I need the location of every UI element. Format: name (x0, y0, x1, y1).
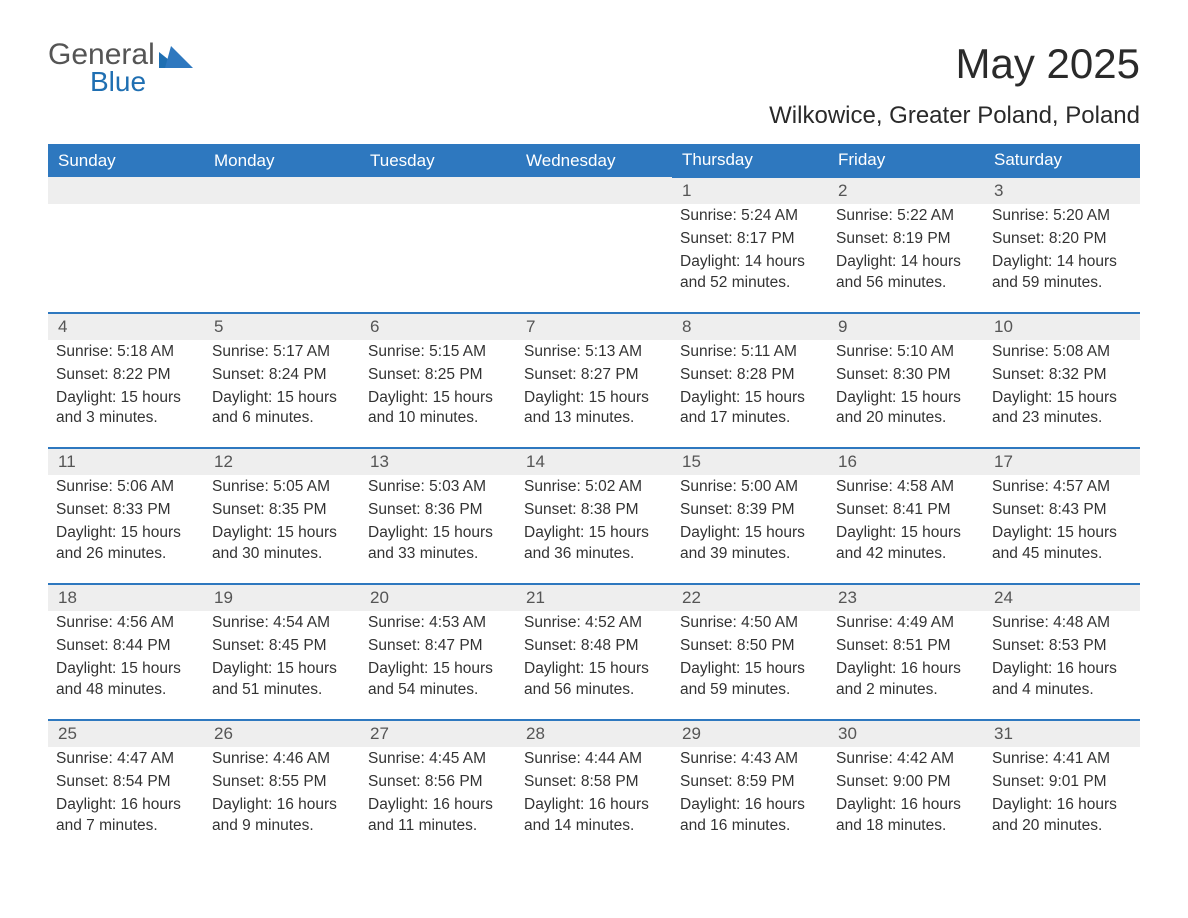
day-cell: Sunrise: 4:54 AMSunset: 8:45 PMDaylight:… (204, 611, 360, 720)
day-cell (516, 204, 672, 313)
day-number: 1 (672, 177, 828, 204)
logo-triangle-icon (159, 46, 193, 68)
day-number: 3 (984, 177, 1140, 204)
day-number: 11 (48, 448, 204, 475)
day-cell: Sunrise: 4:50 AMSunset: 8:50 PMDaylight:… (672, 611, 828, 720)
day-number: 13 (360, 448, 516, 475)
day-cell: Sunrise: 5:06 AMSunset: 8:33 PMDaylight:… (48, 475, 204, 584)
day-cell: Sunrise: 5:20 AMSunset: 8:20 PMDaylight:… (984, 204, 1140, 313)
day-number: 9 (828, 313, 984, 340)
day-header-monday: Monday (204, 144, 360, 177)
day-cell (360, 204, 516, 313)
day-number: 27 (360, 720, 516, 747)
day-cell (204, 204, 360, 313)
day-number: 10 (984, 313, 1140, 340)
location-subtitle: Wilkowice, Greater Poland, Poland (48, 102, 1140, 130)
day-number: 15 (672, 448, 828, 475)
day-number: 22 (672, 584, 828, 611)
day-cell: Sunrise: 4:42 AMSunset: 9:00 PMDaylight:… (828, 747, 984, 855)
day-cell: Sunrise: 4:44 AMSunset: 8:58 PMDaylight:… (516, 747, 672, 855)
day-number: 5 (204, 313, 360, 340)
day-number: 20 (360, 584, 516, 611)
day-number: 21 (516, 584, 672, 611)
day-number: 31 (984, 720, 1140, 747)
day-number: 6 (360, 313, 516, 340)
day-number: 26 (204, 720, 360, 747)
day-cell: Sunrise: 5:00 AMSunset: 8:39 PMDaylight:… (672, 475, 828, 584)
day-number: 29 (672, 720, 828, 747)
day-cell: Sunrise: 4:49 AMSunset: 8:51 PMDaylight:… (828, 611, 984, 720)
page-title: May 2025 (956, 40, 1140, 88)
day-cell: Sunrise: 5:24 AMSunset: 8:17 PMDaylight:… (672, 204, 828, 313)
calendar-table: SundayMondayTuesdayWednesdayThursdayFrid… (48, 144, 1140, 854)
brand-logo: General Blue (48, 40, 193, 96)
day-number: 28 (516, 720, 672, 747)
day-header-sunday: Sunday (48, 144, 204, 177)
day-cell: Sunrise: 4:58 AMSunset: 8:41 PMDaylight:… (828, 475, 984, 584)
day-number: 12 (204, 448, 360, 475)
day-cell: Sunrise: 4:41 AMSunset: 9:01 PMDaylight:… (984, 747, 1140, 855)
day-cell: Sunrise: 4:47 AMSunset: 8:54 PMDaylight:… (48, 747, 204, 855)
day-cell: Sunrise: 5:02 AMSunset: 8:38 PMDaylight:… (516, 475, 672, 584)
day-number: 2 (828, 177, 984, 204)
day-cell: Sunrise: 5:05 AMSunset: 8:35 PMDaylight:… (204, 475, 360, 584)
day-cell: Sunrise: 4:43 AMSunset: 8:59 PMDaylight:… (672, 747, 828, 855)
day-cell: Sunrise: 5:13 AMSunset: 8:27 PMDaylight:… (516, 340, 672, 449)
day-cell (48, 204, 204, 313)
day-number: 25 (48, 720, 204, 747)
day-cell: Sunrise: 4:52 AMSunset: 8:48 PMDaylight:… (516, 611, 672, 720)
day-cell: Sunrise: 4:56 AMSunset: 8:44 PMDaylight:… (48, 611, 204, 720)
day-cell: Sunrise: 5:17 AMSunset: 8:24 PMDaylight:… (204, 340, 360, 449)
day-number: 19 (204, 584, 360, 611)
day-number: 14 (516, 448, 672, 475)
day-cell: Sunrise: 5:18 AMSunset: 8:22 PMDaylight:… (48, 340, 204, 449)
day-cell: Sunrise: 4:48 AMSunset: 8:53 PMDaylight:… (984, 611, 1140, 720)
day-header-tuesday: Tuesday (360, 144, 516, 177)
day-cell: Sunrise: 4:53 AMSunset: 8:47 PMDaylight:… (360, 611, 516, 720)
day-cell: Sunrise: 5:10 AMSunset: 8:30 PMDaylight:… (828, 340, 984, 449)
day-header-saturday: Saturday (984, 144, 1140, 177)
day-cell: Sunrise: 5:08 AMSunset: 8:32 PMDaylight:… (984, 340, 1140, 449)
day-number: 7 (516, 313, 672, 340)
day-header-thursday: Thursday (672, 144, 828, 177)
day-number: 24 (984, 584, 1140, 611)
day-cell: Sunrise: 5:22 AMSunset: 8:19 PMDaylight:… (828, 204, 984, 313)
day-cell: Sunrise: 4:57 AMSunset: 8:43 PMDaylight:… (984, 475, 1140, 584)
day-header-row: SundayMondayTuesdayWednesdayThursdayFrid… (48, 144, 1140, 177)
day-cell: Sunrise: 5:03 AMSunset: 8:36 PMDaylight:… (360, 475, 516, 584)
day-cell: Sunrise: 5:11 AMSunset: 8:28 PMDaylight:… (672, 340, 828, 449)
day-number: 4 (48, 313, 204, 340)
day-number: 30 (828, 720, 984, 747)
day-number: 17 (984, 448, 1140, 475)
day-header-wednesday: Wednesday (516, 144, 672, 177)
day-cell: Sunrise: 5:15 AMSunset: 8:25 PMDaylight:… (360, 340, 516, 449)
day-header-friday: Friday (828, 144, 984, 177)
day-number: 8 (672, 313, 828, 340)
day-number: 16 (828, 448, 984, 475)
day-cell: Sunrise: 4:46 AMSunset: 8:55 PMDaylight:… (204, 747, 360, 855)
day-number: 18 (48, 584, 204, 611)
day-cell: Sunrise: 4:45 AMSunset: 8:56 PMDaylight:… (360, 747, 516, 855)
brand-part2: Blue (90, 68, 193, 96)
day-number: 23 (828, 584, 984, 611)
